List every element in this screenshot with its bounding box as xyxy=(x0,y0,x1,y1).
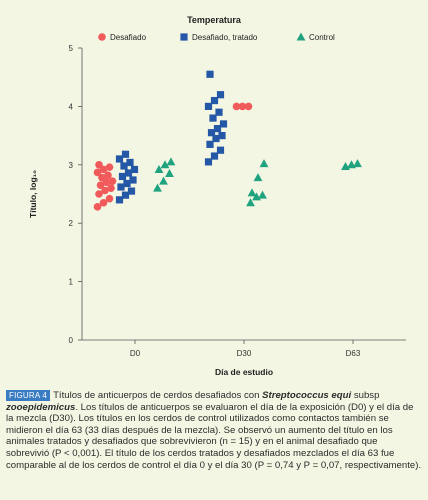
data-point xyxy=(93,203,102,211)
data-point xyxy=(160,160,170,169)
data-point xyxy=(124,169,133,177)
data-point xyxy=(210,96,219,105)
legend-title: Temperatura xyxy=(187,15,242,25)
data-point xyxy=(98,173,106,182)
data-point xyxy=(93,168,102,177)
y-tick-label: 4 xyxy=(69,102,74,111)
data-point xyxy=(108,177,117,185)
data-point xyxy=(115,155,124,163)
data-point xyxy=(118,172,127,181)
data-point xyxy=(258,190,267,199)
y-tick-label: 3 xyxy=(69,161,74,170)
y-tick-label: 0 xyxy=(69,336,74,345)
chart-panel: Temperatura Desafiado Desafiado, tratado C… xyxy=(6,6,422,384)
data-point xyxy=(121,191,130,199)
data-point xyxy=(166,157,176,166)
caption-subspecies: zooepidemicus xyxy=(6,401,76,413)
caption-text-1: Títulos de anticuerpos de cerdos desafia… xyxy=(53,390,263,401)
data-point xyxy=(165,169,174,178)
data-point xyxy=(99,165,108,174)
legend-label: Desafiado, tratado xyxy=(192,33,258,42)
data-point xyxy=(104,171,112,180)
data-point xyxy=(127,187,136,195)
data-point xyxy=(154,164,164,173)
data-point xyxy=(219,120,228,128)
legend: Desafiado Desafiado, tratado Control xyxy=(98,32,335,42)
data-point xyxy=(204,158,213,166)
data-point xyxy=(210,152,219,160)
data-point xyxy=(259,159,269,168)
x-tick-label: D0 xyxy=(130,349,141,358)
data-point xyxy=(99,198,108,207)
data-point xyxy=(101,186,109,195)
data-point xyxy=(153,183,162,192)
caption-organism: Streptococcus equi xyxy=(262,390,352,401)
data-point xyxy=(95,190,103,198)
caption-text-3: . Los títulos de anticuerpos se evaluaro… xyxy=(6,401,422,471)
y-tick-label: 1 xyxy=(69,278,74,287)
x-axis-title: Día de estudio xyxy=(215,367,273,377)
data-point xyxy=(353,159,362,168)
data-point xyxy=(213,124,222,133)
legend-marker xyxy=(180,33,188,41)
caption-text-2: subsp xyxy=(351,390,380,401)
data-point xyxy=(253,173,263,182)
data-point xyxy=(206,70,214,78)
data-point xyxy=(129,176,137,184)
data-point xyxy=(107,184,115,192)
data-point xyxy=(232,102,241,111)
data-point xyxy=(204,102,213,110)
data-point xyxy=(96,181,105,190)
data-point xyxy=(218,132,226,140)
y-ticks: 0 1 2 3 4 5 xyxy=(69,44,82,345)
data-point xyxy=(209,114,217,122)
data-point xyxy=(246,198,255,207)
data-point xyxy=(120,162,128,170)
figure-caption: FIGURA 4 Títulos de anticuerpos de cerdos… xyxy=(6,390,422,471)
data-point xyxy=(212,134,220,143)
figure-label: FIGURA 4 xyxy=(6,390,51,401)
legend-marker xyxy=(296,32,306,41)
x-tick-label: D30 xyxy=(237,349,252,358)
data-point xyxy=(159,176,168,185)
data-point xyxy=(102,178,111,187)
data-point xyxy=(216,146,225,154)
scatter-chart: Temperatura Desafiado Desafiado, tratado C… xyxy=(28,15,406,377)
data-point xyxy=(207,129,216,137)
legend-label: Control xyxy=(309,33,335,42)
data-point xyxy=(216,91,225,99)
data-point xyxy=(206,140,214,148)
legend-label: Desafiado xyxy=(110,33,147,42)
data-point xyxy=(105,194,114,203)
data-point xyxy=(244,102,253,111)
data-point xyxy=(247,188,257,197)
data-point xyxy=(123,179,131,188)
legend-marker xyxy=(98,33,106,41)
x-ticks: D0 D30 D63 xyxy=(130,340,361,358)
data-point xyxy=(130,165,139,174)
data-point xyxy=(95,161,103,169)
data-point xyxy=(105,163,114,171)
data-point xyxy=(121,150,130,158)
data-point xyxy=(215,108,223,116)
data-point xyxy=(238,102,247,111)
y-tick-label: 2 xyxy=(69,219,74,228)
data-point xyxy=(115,196,124,204)
x-tick-label: D63 xyxy=(346,349,361,358)
y-axis-title: Título, log₁₀ xyxy=(28,170,38,218)
data-point xyxy=(117,183,125,191)
y-tick-label: 5 xyxy=(69,44,74,53)
data-points xyxy=(93,70,362,211)
data-point xyxy=(126,158,134,167)
